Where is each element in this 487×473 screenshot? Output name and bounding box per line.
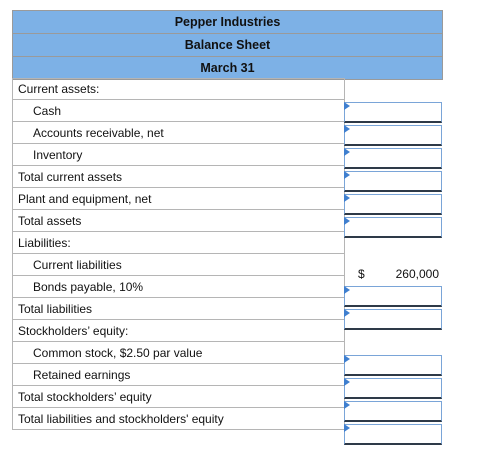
amount-input[interactable]: [344, 424, 442, 445]
amount-input[interactable]: [344, 309, 442, 330]
row-label: Cash: [12, 100, 345, 122]
row-label: Common stock, $2.50 par value: [12, 342, 345, 364]
amount-input[interactable]: [344, 102, 442, 123]
row-label: Bonds payable, 10%: [12, 276, 345, 298]
amount-input[interactable]: [344, 355, 442, 376]
row-label: Retained earnings: [12, 364, 345, 386]
amount-input[interactable]: [344, 171, 442, 192]
row-label: Total liabilities and stockholders' equi…: [12, 408, 345, 430]
row-label: Liabilities:: [12, 232, 345, 254]
currency-symbol: $: [358, 266, 365, 281]
row-label: Stockholders’ equity:: [12, 320, 345, 342]
balance-sheet-header: Pepper Industries Balance Sheet March 31: [12, 10, 443, 80]
row-label: Total assets: [12, 210, 345, 232]
company-name: Pepper Industries: [12, 10, 443, 33]
row-label: Plant and equipment, net: [12, 188, 345, 210]
statement-date: March 31: [12, 56, 443, 80]
balance-sheet-labels: Current assets: Cash Accounts receivable, …: [12, 78, 345, 430]
amount-input[interactable]: [344, 401, 442, 422]
row-label: Total current assets: [12, 166, 345, 188]
row-label: Current assets:: [12, 78, 345, 100]
row-label: Total liabilities: [12, 298, 345, 320]
amount-text: 260,000: [395, 266, 439, 281]
amount-input[interactable]: [344, 286, 442, 307]
statement-title: Balance Sheet: [12, 33, 443, 56]
row-label: Accounts receivable, net: [12, 122, 345, 144]
row-label: Inventory: [12, 144, 345, 166]
amount-input[interactable]: [344, 148, 442, 169]
amount-input[interactable]: [344, 378, 442, 399]
amount-input[interactable]: [344, 194, 442, 215]
amount-value: $260,000: [344, 263, 442, 284]
row-label: Current liabilities: [12, 254, 345, 276]
row-label: Total stockholders’ equity: [12, 386, 345, 408]
amount-input[interactable]: [344, 217, 442, 238]
amount-input[interactable]: [344, 125, 442, 146]
